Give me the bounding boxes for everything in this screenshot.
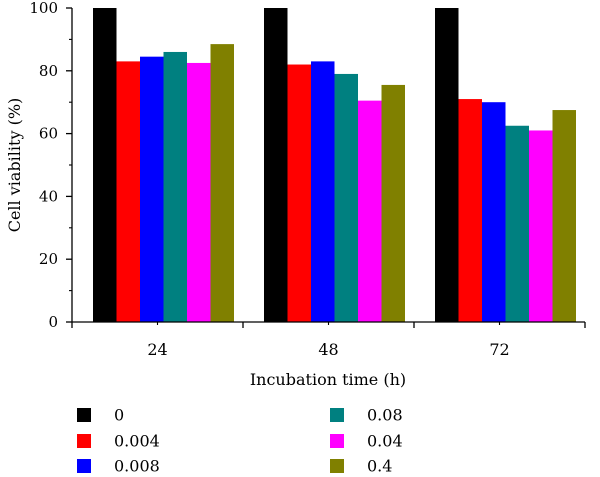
legend-label: 0 (114, 406, 124, 425)
y-tick-label: 0 (48, 313, 58, 331)
legend-label: 0.004 (114, 432, 160, 451)
legend-swatch-0_4 (330, 459, 344, 473)
y-tick-label: 40 (39, 187, 58, 205)
legend-swatch-0_004 (77, 434, 91, 448)
bar-0-72 (435, 8, 459, 322)
y-ticks: 0 20 40 60 80 100 (29, 0, 72, 331)
legend-swatch-0_008 (77, 459, 91, 473)
legend-label: 0.008 (114, 457, 160, 476)
y-tick-label: 100 (29, 0, 58, 17)
bar-0-24 (93, 8, 117, 322)
x-tick-label: 72 (489, 340, 509, 359)
legend-swatch-0 (77, 408, 91, 422)
x-axis-label: Incubation time (h) (250, 370, 406, 389)
legend-label: 0.08 (367, 406, 403, 425)
bar-0_004-48 (287, 64, 311, 323)
bar-0_004-24 (116, 61, 140, 322)
x-ticks: 24 48 72 (71, 322, 586, 359)
bar-0_008-48 (311, 61, 335, 322)
y-tick-label: 20 (39, 250, 58, 268)
bar-0_04-48 (358, 100, 382, 322)
bar-0_08-72 (505, 125, 529, 322)
x-tick-label: 48 (318, 340, 338, 359)
bar-0_008-24 (140, 56, 164, 323)
legend: 0 0.004 0.008 0.08 0.04 0.4 (77, 406, 403, 476)
y-tick-label: 80 (39, 62, 58, 80)
bar-0_4-48 (381, 84, 405, 323)
legend-swatch-0_08 (330, 408, 344, 422)
legend-swatch-0_04 (330, 434, 344, 448)
legend-label: 0.4 (367, 457, 392, 476)
bar-0_004-72 (458, 99, 482, 322)
bar-0_04-24 (187, 62, 211, 322)
bar-0-48 (264, 8, 288, 322)
legend-label: 0.04 (367, 432, 403, 451)
y-tick-label: 60 (39, 125, 58, 143)
bar-0_4-24 (210, 44, 234, 323)
bar-0_08-24 (163, 51, 187, 323)
bar-0_008-72 (482, 102, 506, 322)
bar-0_4-72 (552, 110, 576, 322)
x-tick-label: 24 (147, 340, 167, 359)
bar-0_04-72 (529, 130, 553, 322)
bar-0_08-48 (334, 73, 358, 322)
y-axis-label: Cell viability (%) (5, 98, 24, 233)
bars-layer (93, 8, 576, 323)
